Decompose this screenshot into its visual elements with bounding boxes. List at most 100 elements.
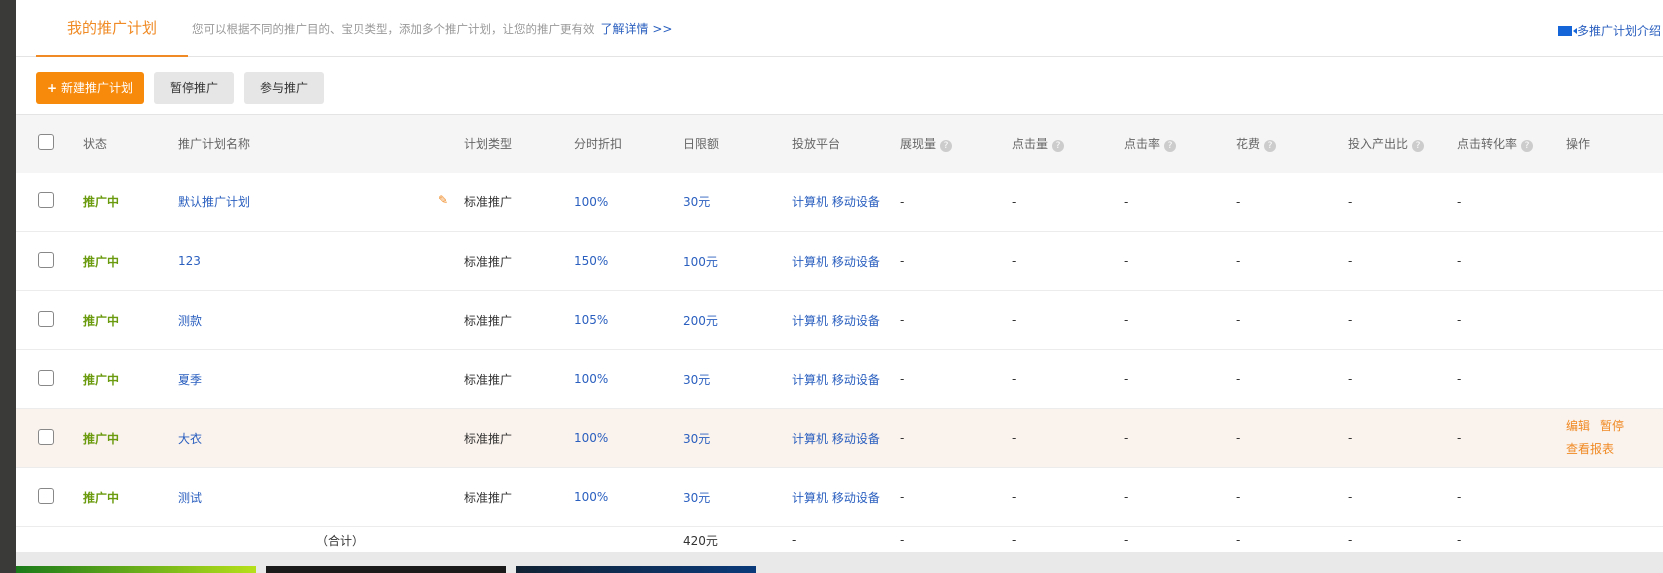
report-link[interactable]: 查看报表 (1566, 442, 1615, 456)
plan-name-link[interactable]: 大衣 (178, 431, 203, 446)
metric-clicks: - (1012, 490, 1017, 504)
total-cvr: - (1457, 533, 1462, 548)
metric-roi: - (1348, 372, 1353, 386)
column-header: 点击转化率? (1457, 115, 1566, 173)
join-button[interactable]: 参与推广 (244, 72, 324, 104)
metric-cost: - (1236, 194, 1241, 209)
plan-name-cell: 123 (178, 232, 464, 291)
table-row[interactable]: 推广中 测试 标准推广 100% 30元 计算机 移动设备 - - - - - - (16, 468, 1663, 527)
thumbnail[interactable] (266, 566, 506, 573)
metric-cost: - (1236, 313, 1241, 327)
pause-button[interactable]: 暂停推广 (154, 72, 234, 104)
daily-limit[interactable]: 100元 (683, 254, 718, 269)
column-header-label: 推广计划名称 (178, 137, 251, 152)
row-select[interactable] (16, 409, 83, 468)
daily-limit[interactable]: 30元 (683, 490, 711, 505)
time-discount[interactable]: 100% (574, 490, 609, 504)
plus-icon: + (47, 81, 58, 95)
help-icon[interactable]: ? (1521, 140, 1534, 153)
platform[interactable]: 计算机 移动设备 (792, 490, 880, 505)
help-icon[interactable]: ? (1264, 140, 1277, 153)
metric-cvr: - (1457, 254, 1462, 268)
plan-name-cell: 测试 (178, 468, 464, 527)
tab-my-plans[interactable]: 我的推广计划 (36, 0, 188, 57)
plan-name-link[interactable]: 测试 (178, 490, 203, 505)
column-header-label: 投入产出比 (1348, 137, 1409, 152)
metric-clicks: - (1012, 372, 1017, 386)
row-select[interactable] (16, 291, 83, 350)
row-checkbox[interactable] (38, 310, 54, 327)
row-select[interactable] (16, 173, 83, 232)
help-icon[interactable]: ? (1164, 140, 1177, 153)
plan-name-link[interactable]: 夏季 (178, 372, 203, 387)
metric-roi: - (1348, 313, 1353, 327)
time-discount[interactable]: 150% (574, 254, 609, 268)
description-text: 您可以根据不同的推广目的、宝贝类型，添加多个推广计划，让您的推广更有效 (192, 22, 595, 36)
column-header-label: 状态 (83, 137, 108, 152)
time-discount[interactable]: 100% (574, 431, 609, 445)
plan-type: 标准推广 (464, 313, 513, 328)
row-actions (1566, 468, 1663, 527)
metric-clicks: - (1012, 431, 1017, 445)
time-discount[interactable]: 100% (574, 372, 609, 386)
edit-link[interactable]: 编辑 (1566, 419, 1591, 433)
table-row[interactable]: 推广中 大衣 标准推广 100% 30元 计算机 移动设备 - - - - - - 编辑暂… (16, 408, 1663, 468)
help-icon[interactable]: ? (1412, 140, 1425, 153)
help-icon[interactable]: ? (940, 140, 953, 153)
column-header-label: 点击转化率 (1457, 137, 1518, 152)
plan-type: 标准推广 (464, 254, 513, 269)
metric-cvr: - (1457, 194, 1462, 209)
plan-name-link[interactable]: 测款 (178, 313, 203, 328)
plan-name-link[interactable]: 123 (178, 254, 201, 268)
platform[interactable]: 计算机 移动设备 (792, 254, 880, 269)
row-select[interactable] (16, 468, 83, 527)
row-checkbox[interactable] (38, 369, 54, 386)
row-checkbox[interactable] (38, 251, 54, 268)
time-discount[interactable]: 100% (574, 194, 609, 209)
daily-limit[interactable]: 30元 (683, 195, 711, 210)
daily-limit[interactable]: 30元 (683, 431, 711, 446)
table-row[interactable]: 推广中 夏季 标准推广 100% 30元 计算机 移动设备 - - - - - - (16, 350, 1663, 409)
new-plan-label: 新建推广计划 (60, 81, 133, 95)
plan-type: 标准推广 (464, 195, 513, 210)
thumbnail[interactable] (516, 566, 756, 573)
pause-link[interactable]: 暂停 (1600, 419, 1625, 433)
thumbnail[interactable] (16, 566, 256, 573)
column-header-label: 展现量 (900, 137, 937, 152)
column-header-label: 花费 (1236, 137, 1261, 152)
platform[interactable]: 计算机 移动设备 (792, 195, 880, 210)
metric-ctr: - (1124, 254, 1129, 268)
metric-ctr: - (1124, 490, 1129, 504)
help-icon[interactable]: ? (1052, 140, 1065, 153)
select-all-checkbox[interactable] (38, 134, 54, 151)
table-row[interactable]: 推广中 测款 标准推广 105% 200元 计算机 移动设备 - - - - - - (16, 291, 1663, 350)
metric-ctr: - (1124, 431, 1129, 445)
pencil-icon[interactable]: ✎ (437, 193, 448, 208)
new-plan-button[interactable]: + 新建推广计划 (36, 72, 144, 104)
row-checkbox[interactable] (38, 428, 54, 445)
metric-impr: - (900, 254, 905, 268)
row-select[interactable] (16, 232, 83, 291)
metric-roi: - (1348, 431, 1353, 445)
table-row[interactable]: 推广中 123 标准推广 150% 100元 计算机 移动设备 - - - - - - (16, 232, 1663, 291)
intro-link[interactable]: 多推广计划介绍 (1557, 22, 1661, 39)
row-select[interactable] (16, 350, 83, 409)
time-discount[interactable]: 105% (574, 313, 609, 327)
daily-limit[interactable]: 200元 (683, 313, 718, 328)
daily-limit[interactable]: 30元 (683, 372, 711, 387)
learn-more-link[interactable]: 了解详情 >> (600, 22, 673, 36)
total-roi: - (1348, 533, 1353, 548)
metric-cvr: - (1457, 490, 1462, 504)
platform[interactable]: 计算机 移动设备 (792, 313, 880, 328)
platform[interactable]: 计算机 移动设备 (792, 372, 880, 387)
metric-impr: - (900, 313, 905, 327)
select-all[interactable] (16, 115, 83, 173)
plan-name-link[interactable]: 默认推广计划 (178, 195, 251, 210)
row-checkbox[interactable] (38, 192, 54, 209)
row-checkbox[interactable] (38, 487, 54, 504)
platform[interactable]: 计算机 移动设备 (792, 431, 880, 446)
table-row[interactable]: 推广中 默认推广计划 ✎ 标准推广 100% 30元 计算机 移动设备 - - - - -… (16, 173, 1663, 232)
left-sidebar-edge (0, 0, 16, 573)
column-header: 点击量? (1012, 115, 1124, 173)
total-impr: - (900, 533, 905, 548)
